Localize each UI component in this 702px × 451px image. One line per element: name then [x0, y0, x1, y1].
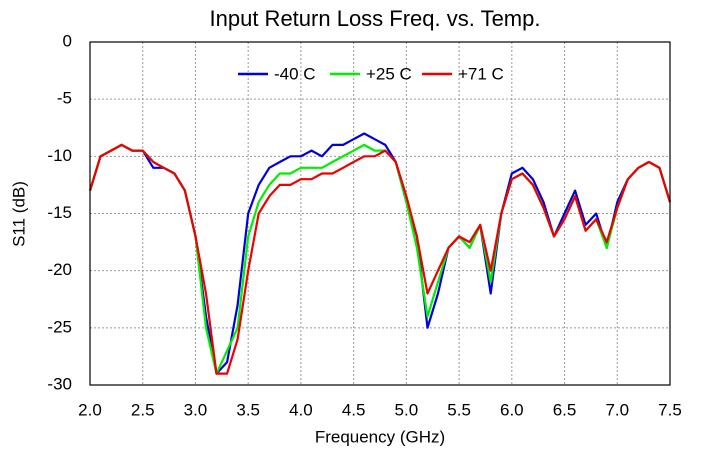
x-tick-label: 6.5: [553, 400, 577, 419]
data-line: [88, 132, 672, 375]
x-tick-label: 7.5: [658, 400, 682, 419]
chart-title: Input Return Loss Freq. vs. Temp.: [210, 6, 541, 31]
legend-label: -40 C: [274, 64, 316, 83]
plot-border: [89, 41, 671, 386]
y-tick-label: -10: [47, 146, 72, 165]
data-line: [88, 143, 672, 375]
x-tick-label: 5.0: [395, 400, 419, 419]
y-tick-label: -30: [47, 374, 72, 393]
x-tick-label: 4.5: [342, 400, 366, 419]
legend-label: +25 C: [366, 64, 412, 83]
legend-label: +71 C: [458, 64, 504, 83]
x-tick-label: 3.5: [236, 400, 260, 419]
x-tick-label: 4.0: [289, 400, 313, 419]
y-tick-label: 0: [63, 31, 72, 50]
x-tick-label: 3.0: [184, 400, 208, 419]
x-tick-label: 7.0: [605, 400, 629, 419]
x-tick-label: 6.0: [500, 400, 524, 419]
x-tick-label: 2.0: [78, 400, 102, 419]
x-axis-label: Frequency (GHz): [315, 427, 445, 446]
y-tick-label: -25: [47, 317, 72, 336]
y-tick-label: -20: [47, 260, 72, 279]
x-tick-label: 2.5: [131, 400, 155, 419]
y-tick-label: -15: [47, 203, 72, 222]
y-axis-label: S11 (dB): [9, 181, 28, 247]
y-tick-label: -5: [57, 89, 72, 108]
x-tick-label: 5.5: [447, 400, 471, 419]
